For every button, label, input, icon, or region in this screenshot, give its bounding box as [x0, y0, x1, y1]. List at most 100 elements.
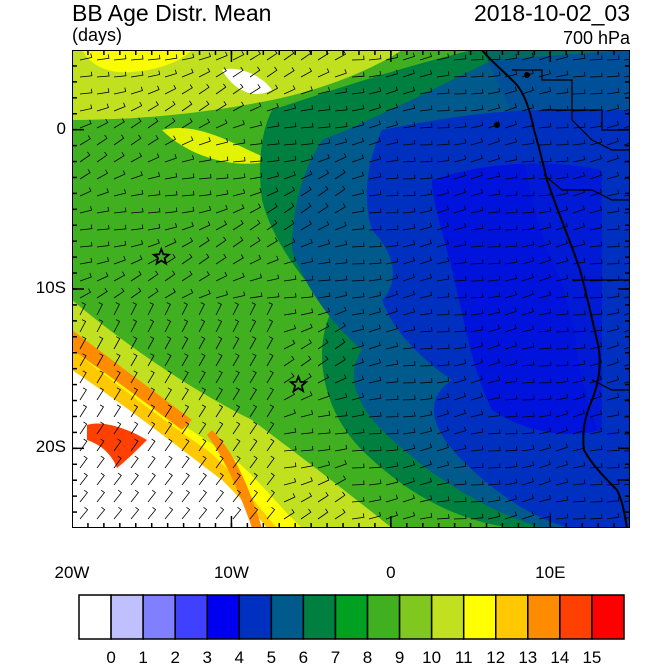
- wind-barb: [555, 140, 569, 146]
- wind-barb: [232, 254, 244, 265]
- wind-barb: [504, 511, 518, 520]
- wind-barb: [589, 342, 603, 350]
- wind-barb: [555, 496, 569, 503]
- field-band-yellow-north: [82, 50, 192, 73]
- wind-barb: [79, 336, 87, 350]
- wind-barb: [419, 378, 433, 384]
- wind-barb: [232, 173, 246, 180]
- wind-barb: [113, 336, 121, 350]
- wind-barb: [283, 372, 295, 384]
- wind-barb: [232, 50, 245, 61]
- field-redpatch-sw: [87, 423, 147, 468]
- wind-barb: [113, 404, 122, 418]
- wind-barb: [504, 241, 518, 248]
- wind-barb: [623, 246, 630, 248]
- wind-barb: [402, 240, 416, 248]
- wind-barb: [198, 319, 206, 333]
- field-band-yellowgreen-sw: [72, 300, 392, 528]
- wind-barb: [419, 69, 433, 78]
- wind-barb: [79, 257, 93, 265]
- wind-barb: [589, 293, 603, 299]
- wind-barb: [538, 411, 552, 418]
- wind-barb: [164, 69, 178, 78]
- colorbar-label: 0: [106, 648, 116, 667]
- wind-barb: [470, 392, 484, 401]
- wind-barb: [266, 50, 278, 61]
- wind-barb: [385, 173, 399, 180]
- wind-barb: [572, 123, 586, 129]
- wind-barb: [487, 275, 501, 282]
- wind-barb: [113, 421, 122, 435]
- wind-barb: [436, 172, 450, 180]
- wind-barb: [249, 489, 258, 503]
- wind-barb: [351, 513, 365, 520]
- wind-barb: [300, 122, 314, 129]
- wind-barb: [317, 68, 330, 78]
- wind-barb: [334, 221, 347, 231]
- wind-barb: [589, 259, 603, 265]
- wind-barb: [181, 455, 190, 469]
- wind-barb: [572, 188, 586, 197]
- wind-barb: [317, 410, 331, 418]
- wind-barb: [300, 461, 314, 469]
- wind-barb: [181, 100, 193, 112]
- wind-barb: [198, 67, 211, 78]
- wind-barb: [402, 361, 416, 367]
- wind-barb: [164, 404, 173, 418]
- wind-barb: [79, 489, 88, 503]
- wind-barb: [147, 489, 156, 503]
- wind-barb: [623, 58, 630, 61]
- wind-barb: [504, 478, 518, 486]
- wind-barb: [249, 302, 256, 316]
- wind-barb: [147, 506, 157, 520]
- wind-barb: [164, 455, 173, 469]
- x-tick-label: 0: [386, 563, 396, 582]
- wind-barb: [419, 326, 433, 333]
- wind-barb: [402, 207, 416, 214]
- wind-barb: [419, 52, 433, 61]
- wind-barb: [453, 72, 467, 78]
- wind-barb: [96, 206, 110, 214]
- wind-barb: [317, 373, 330, 384]
- wind-barb: [96, 489, 105, 503]
- wind-barb: [589, 105, 603, 112]
- wind-barb: [232, 219, 244, 231]
- wind-barb: [300, 410, 314, 418]
- wind-barb: [249, 121, 263, 129]
- wind-barb: [385, 103, 398, 112]
- wind-barb: [181, 302, 188, 316]
- wind-barb: [181, 270, 193, 282]
- field-band-orange-sw: [72, 350, 277, 528]
- wind-barb: [215, 205, 228, 214]
- wind-barb: [385, 69, 398, 78]
- wind-barb: [96, 169, 109, 180]
- wind-barb: [317, 154, 330, 163]
- wind-barb: [487, 225, 501, 231]
- wind-barb: [623, 296, 630, 299]
- wind-barb: [572, 293, 586, 299]
- wind-barb: [419, 190, 433, 197]
- wind-barb: [538, 174, 552, 180]
- wind-barb: [606, 341, 620, 350]
- wind-barb: [351, 496, 365, 503]
- wind-barb: [79, 370, 87, 384]
- wind-barb: [130, 319, 138, 333]
- wind-barb: [470, 480, 484, 486]
- wind-barb: [368, 137, 382, 146]
- wind-barb: [147, 404, 156, 418]
- colorbar-swatch: [174, 594, 208, 640]
- wind-barb: [96, 287, 108, 299]
- wind-barb: [436, 409, 450, 418]
- wind-barb: [487, 154, 501, 163]
- wind-barb: [606, 375, 620, 384]
- wind-barb: [521, 378, 535, 384]
- wind-barb: [453, 122, 467, 129]
- wind-barb: [385, 377, 399, 384]
- wind-barb: [572, 258, 586, 265]
- wind-barb: [572, 71, 586, 78]
- wind-barb: [538, 87, 552, 95]
- wind-barb: [147, 101, 159, 112]
- wind-barb: [96, 256, 110, 265]
- wind-barb: [113, 319, 121, 333]
- wind-barb: [147, 387, 155, 401]
